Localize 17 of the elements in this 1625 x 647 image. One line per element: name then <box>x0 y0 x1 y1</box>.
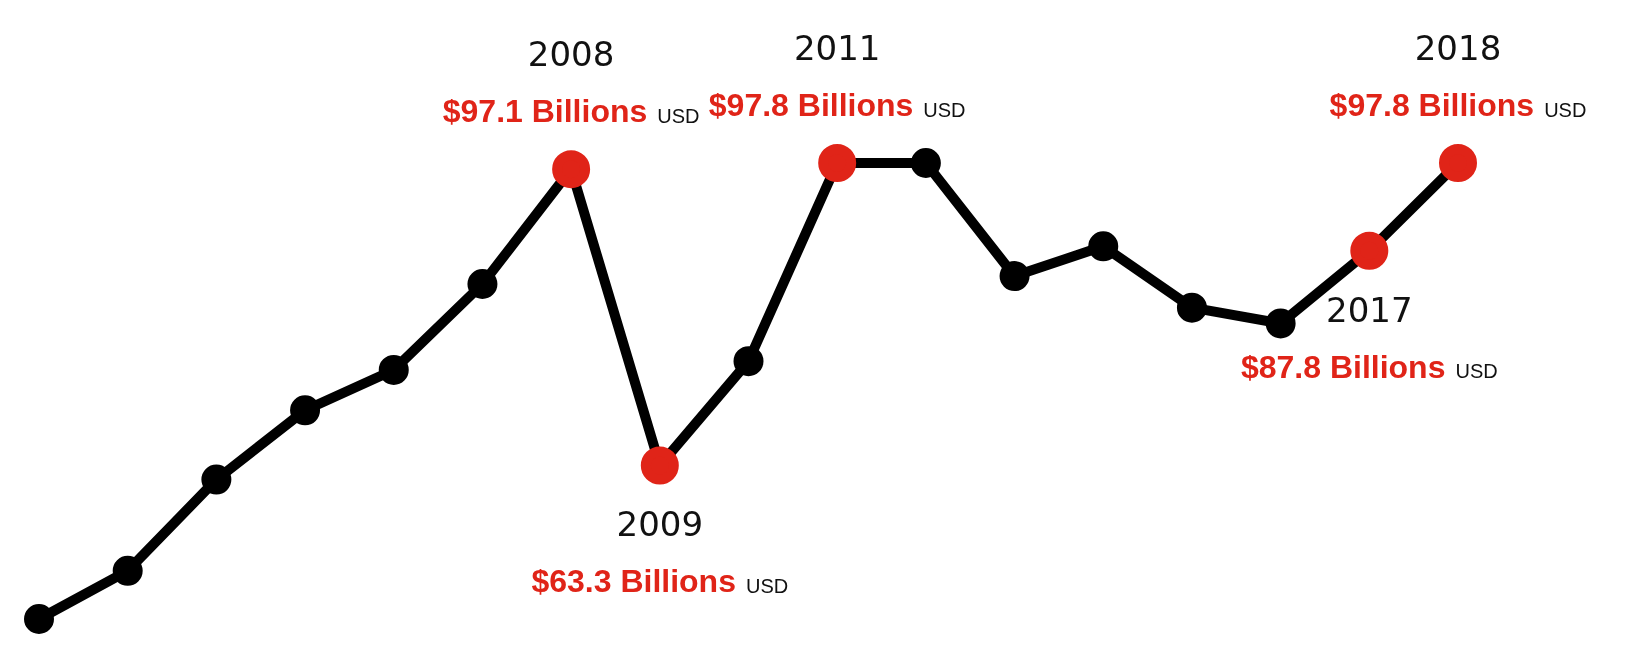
point <box>1088 231 1119 262</box>
point <box>112 555 143 586</box>
data-label: 2018 $97.8 Billions USD <box>1329 27 1587 123</box>
point <box>24 604 54 634</box>
data-label: 2011 $97.8 Billions USD <box>708 27 966 123</box>
point <box>910 148 941 178</box>
point <box>290 395 321 426</box>
point <box>378 354 409 385</box>
point <box>467 269 498 300</box>
data-label: 2009 $63.3 Billions USD <box>531 504 789 600</box>
point <box>1176 292 1207 323</box>
point <box>1265 308 1296 339</box>
point <box>733 346 764 377</box>
point <box>201 464 232 495</box>
point <box>999 261 1030 292</box>
data-label: 2017 $87.8 Billions USD <box>1240 289 1498 385</box>
data-label: 2008 $97.1 Billions USD <box>442 33 700 129</box>
